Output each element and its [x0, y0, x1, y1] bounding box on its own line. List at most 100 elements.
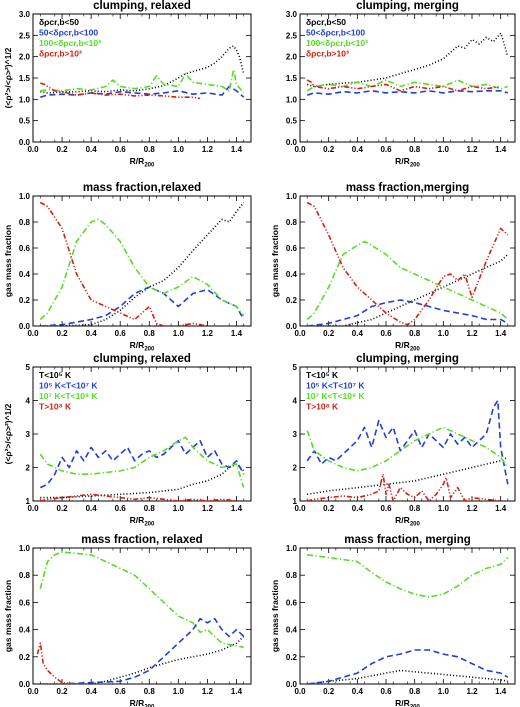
x-tick-label: 1.2: [202, 145, 214, 154]
legend-entry: T<10⁵ K: [306, 370, 339, 380]
y-tick-label: 0.4: [19, 626, 31, 635]
x-tick-label: 0.6: [380, 329, 392, 338]
x-tick-label: 1.4: [495, 329, 507, 338]
y-tick-label: 0.6: [19, 244, 31, 253]
y-tick-label: 5: [293, 363, 298, 372]
x-tick-label: 0.6: [115, 504, 127, 513]
x-tick-label: 1.2: [202, 687, 214, 696]
x-tick-label: 0.8: [409, 145, 421, 154]
x-tick-label: 0.0: [27, 504, 39, 513]
y-tick-label: 0.8: [19, 218, 31, 227]
plot-frame: [299, 547, 516, 685]
x-axis-label: R/R200: [130, 340, 155, 353]
y-tick-label: 0.6: [286, 598, 298, 607]
panel-title: clumping, merging: [356, 0, 459, 12]
panel-title: mass fraction, relaxed: [81, 534, 202, 546]
legend-entry: δρcr,b<50: [306, 17, 346, 27]
x-tick-label: 1.4: [231, 687, 243, 696]
plot-frame: [32, 195, 252, 327]
series-line-blue: [307, 299, 509, 326]
y-axis-label: (<ρ²>/<ρ>²)^1/2: [3, 47, 13, 108]
x-tick-label: 0.0: [27, 687, 39, 696]
y-tick-label: 3.0: [286, 10, 298, 19]
x-tick-label: 0.6: [115, 145, 127, 154]
panel-p1: clumping, relaxed 0.0 0.2 0.4 0.6 0.8 1.0 1.2 1.…: [3, 0, 252, 169]
series-group: [306, 32, 509, 96]
x-tick-label: 0.2: [57, 687, 69, 696]
y-tick-label: 2: [293, 464, 298, 473]
panel-title: clumping, relaxed: [93, 0, 191, 12]
series-line-black: [40, 463, 245, 499]
series-line-blue: [306, 399, 509, 485]
y-tick-label: 3: [26, 430, 31, 439]
x-tick-label: 0.0: [294, 145, 306, 154]
y-axis-label: (<ρ²>/<ρ>²)^1/2: [3, 403, 13, 464]
x-tick-label: 1.0: [173, 329, 185, 338]
x-tick-label: 1.0: [438, 687, 450, 696]
series-line-red: [306, 79, 501, 92]
x-tick-label: 1.4: [231, 145, 243, 154]
series-line-blue: [307, 649, 509, 684]
y-tick-label: 2.5: [19, 31, 31, 40]
series-line-green: [306, 240, 509, 321]
panel-p8: mass fraction, merging 0.0 0.2 0.4 0.6 0.8 1.0…: [270, 534, 516, 707]
x-tick-label: 0.4: [352, 329, 364, 338]
x-tick-label: 0.0: [27, 329, 39, 338]
series-group: [36, 551, 245, 684]
series-line-black: [40, 635, 245, 684]
legend-entry: 50<δρcr,b<100: [306, 28, 365, 38]
y-axis-label: gas mass fraction: [3, 225, 13, 297]
series-group: [40, 45, 245, 100]
x-tick-label: 0.8: [409, 504, 421, 513]
x-axis-label: R/R200: [395, 340, 420, 353]
x-tick-label: 0.2: [57, 504, 69, 513]
x-tick-label: 0.4: [86, 145, 98, 154]
panel-p7: mass fraction, relaxed 0.0 0.2 0.4 0.6 0.8 1.0…: [3, 534, 252, 707]
x-tick-label: 0.2: [57, 329, 69, 338]
x-tick-label: 0.6: [380, 687, 392, 696]
x-tick-label: 1.4: [495, 504, 507, 513]
x-tick-label: 1.0: [173, 504, 185, 513]
x-tick-label: 1.0: [438, 329, 450, 338]
x-tick-label: 1.0: [438, 145, 450, 154]
y-tick-label: 1.0: [286, 544, 298, 553]
y-tick-label: 0.0: [286, 680, 298, 689]
panel-p6: clumping, merging 0.0 0.2 0.4 0.6 0.8 1.0 1.2 1.…: [293, 353, 516, 528]
x-tick-label: 1.2: [202, 329, 214, 338]
y-tick-label: 0.4: [19, 270, 31, 279]
x-tick-label: 0.2: [323, 504, 335, 513]
x-tick-label: 1.4: [231, 329, 243, 338]
y-tick-label: 0.4: [286, 270, 298, 279]
y-tick-label: 1: [293, 497, 298, 506]
x-tick-label: 1.4: [495, 145, 507, 154]
series-line-red: [40, 82, 201, 100]
legend-entry: δρcr,b>10³: [39, 49, 82, 59]
x-tick-label: 1.2: [202, 504, 214, 513]
y-tick-label: 0.2: [19, 296, 31, 305]
series-group: [306, 399, 509, 501]
x-axis-label: R/R200: [130, 698, 155, 707]
legend-entry: 10⁷ K<T<10⁸ K: [39, 391, 98, 401]
legend-entry: T>10⁸ K: [39, 402, 72, 412]
y-tick-label: 0.0: [19, 138, 31, 147]
y-tick-label: 1.0: [19, 192, 31, 201]
x-tick-label: 0.2: [323, 145, 335, 154]
y-tick-label: 3.0: [19, 10, 31, 19]
series-line-black: [307, 456, 509, 496]
x-tick-label: 0.4: [352, 687, 364, 696]
x-tick-label: 0.6: [380, 145, 392, 154]
y-tick-label: 0.0: [19, 680, 31, 689]
x-tick-label: 1.4: [231, 504, 243, 513]
series-line-red: [306, 201, 509, 326]
panel-p2: clumping, merging 0.0 0.2 0.4 0.6 0.8 1.0 1.2 1.…: [286, 0, 516, 169]
y-tick-label: 2: [26, 464, 31, 473]
y-tick-label: 1.5: [286, 74, 298, 83]
plot-frame: [299, 195, 516, 327]
panel-p5: clumping, relaxed 0.0 0.2 0.4 0.6 0.8 1.0 1.2 1.…: [3, 353, 252, 528]
legend-entry: 100<δρcr,b<10³: [306, 38, 368, 48]
x-tick-label: 1.2: [466, 504, 478, 513]
series-line-green: [306, 79, 509, 92]
x-axis-label: R/R200: [130, 156, 155, 169]
legend-entry: 10⁵ K<T<10⁷ K: [306, 381, 365, 391]
